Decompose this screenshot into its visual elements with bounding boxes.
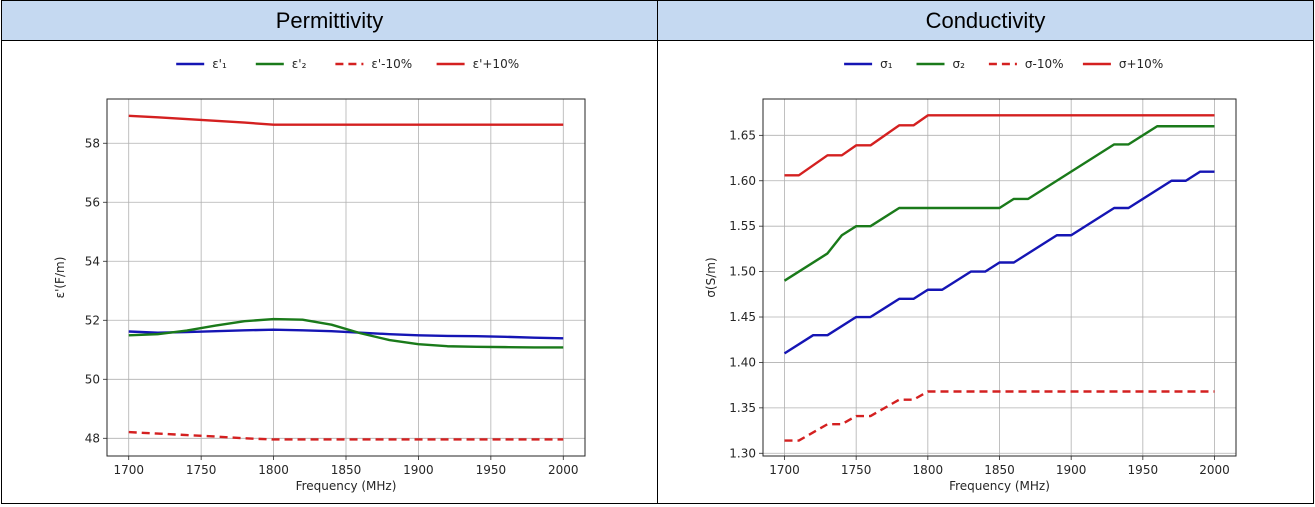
series-line (784, 114, 1215, 177)
x-tick-label: 1900 (403, 463, 434, 477)
series-line (783, 125, 1215, 282)
x-tick-label: 1750 (841, 463, 872, 477)
y-tick-label: 1.55 (729, 219, 756, 233)
y-tick-label: 1.35 (729, 401, 756, 415)
y-tick-label: 1.60 (729, 174, 756, 188)
y-tick-label: 1.40 (729, 355, 756, 369)
x-axis-label: Frequency (MHz) (949, 479, 1050, 493)
legend-label: σ₂ (953, 57, 966, 71)
y-axis-label: ε'(F/m) (53, 257, 67, 299)
series-line (783, 170, 1215, 355)
legend-label: ε'+10% (473, 57, 520, 71)
y-tick-label: 1.45 (729, 310, 756, 324)
series-line (784, 390, 1215, 442)
series-line (128, 317, 564, 349)
legend-label: σ+10% (1119, 57, 1163, 71)
series-line (128, 114, 564, 126)
x-tick-label: 1700 (769, 463, 800, 477)
legend-label: σ₁ (880, 57, 893, 71)
x-tick-label: 1950 (1128, 463, 1159, 477)
x-tick-label: 1750 (186, 463, 217, 477)
conductivity-chart: 1700 1750 1800 1850 1900 1950 2000 1.30 1.35 1.40… (704, 57, 1237, 493)
y-tick-label: 1.65 (729, 128, 756, 142)
legend-label: σ-10% (1025, 57, 1064, 71)
conductivity-panel: 1700 1750 1800 1850 1900 1950 2000 1.30 1.35 1.40… (657, 40, 1314, 504)
x-tick-label: 1950 (476, 463, 507, 477)
plot-frame (106, 98, 586, 457)
x-tick-label: 1800 (258, 463, 289, 477)
y-tick-label: 56 (85, 195, 100, 209)
permittivity-header: Permittivity (1, 0, 658, 41)
conductivity-header: Conductivity (657, 0, 1314, 41)
series-line (128, 430, 564, 441)
y-tick-label: 50 (85, 372, 100, 386)
x-tick-label: 2000 (1199, 463, 1230, 477)
permittivity-chart: 1700 1750 1800 1850 1900 1950 2000 48 50 52 54 56 58… (53, 57, 586, 493)
y-axis-label: σ(S/m) (704, 257, 718, 297)
x-tick-label: 1800 (913, 463, 944, 477)
y-tick-label: 48 (85, 431, 100, 445)
x-axis-label: Frequency (MHz) (296, 479, 397, 493)
x-tick-label: 1850 (331, 463, 362, 477)
y-tick-label: 1.50 (729, 265, 756, 279)
y-tick-label: 54 (85, 254, 100, 268)
plot-frame (762, 98, 1237, 457)
legend-label: ε'₁ (212, 57, 227, 71)
y-tick-label: 1.30 (729, 446, 756, 460)
x-tick-label: 1700 (113, 463, 144, 477)
legend-label: ε'₂ (292, 57, 307, 71)
permittivity-panel: 1700 1750 1800 1850 1900 1950 2000 48 50 52 54 56 58… (1, 40, 658, 504)
x-tick-label: 1900 (1056, 463, 1087, 477)
y-tick-label: 58 (85, 136, 100, 150)
x-tick-label: 1850 (984, 463, 1015, 477)
y-tick-label: 52 (85, 313, 100, 327)
legend-label: ε'-10% (371, 57, 412, 71)
series-line (128, 328, 564, 340)
x-tick-label: 2000 (548, 463, 579, 477)
